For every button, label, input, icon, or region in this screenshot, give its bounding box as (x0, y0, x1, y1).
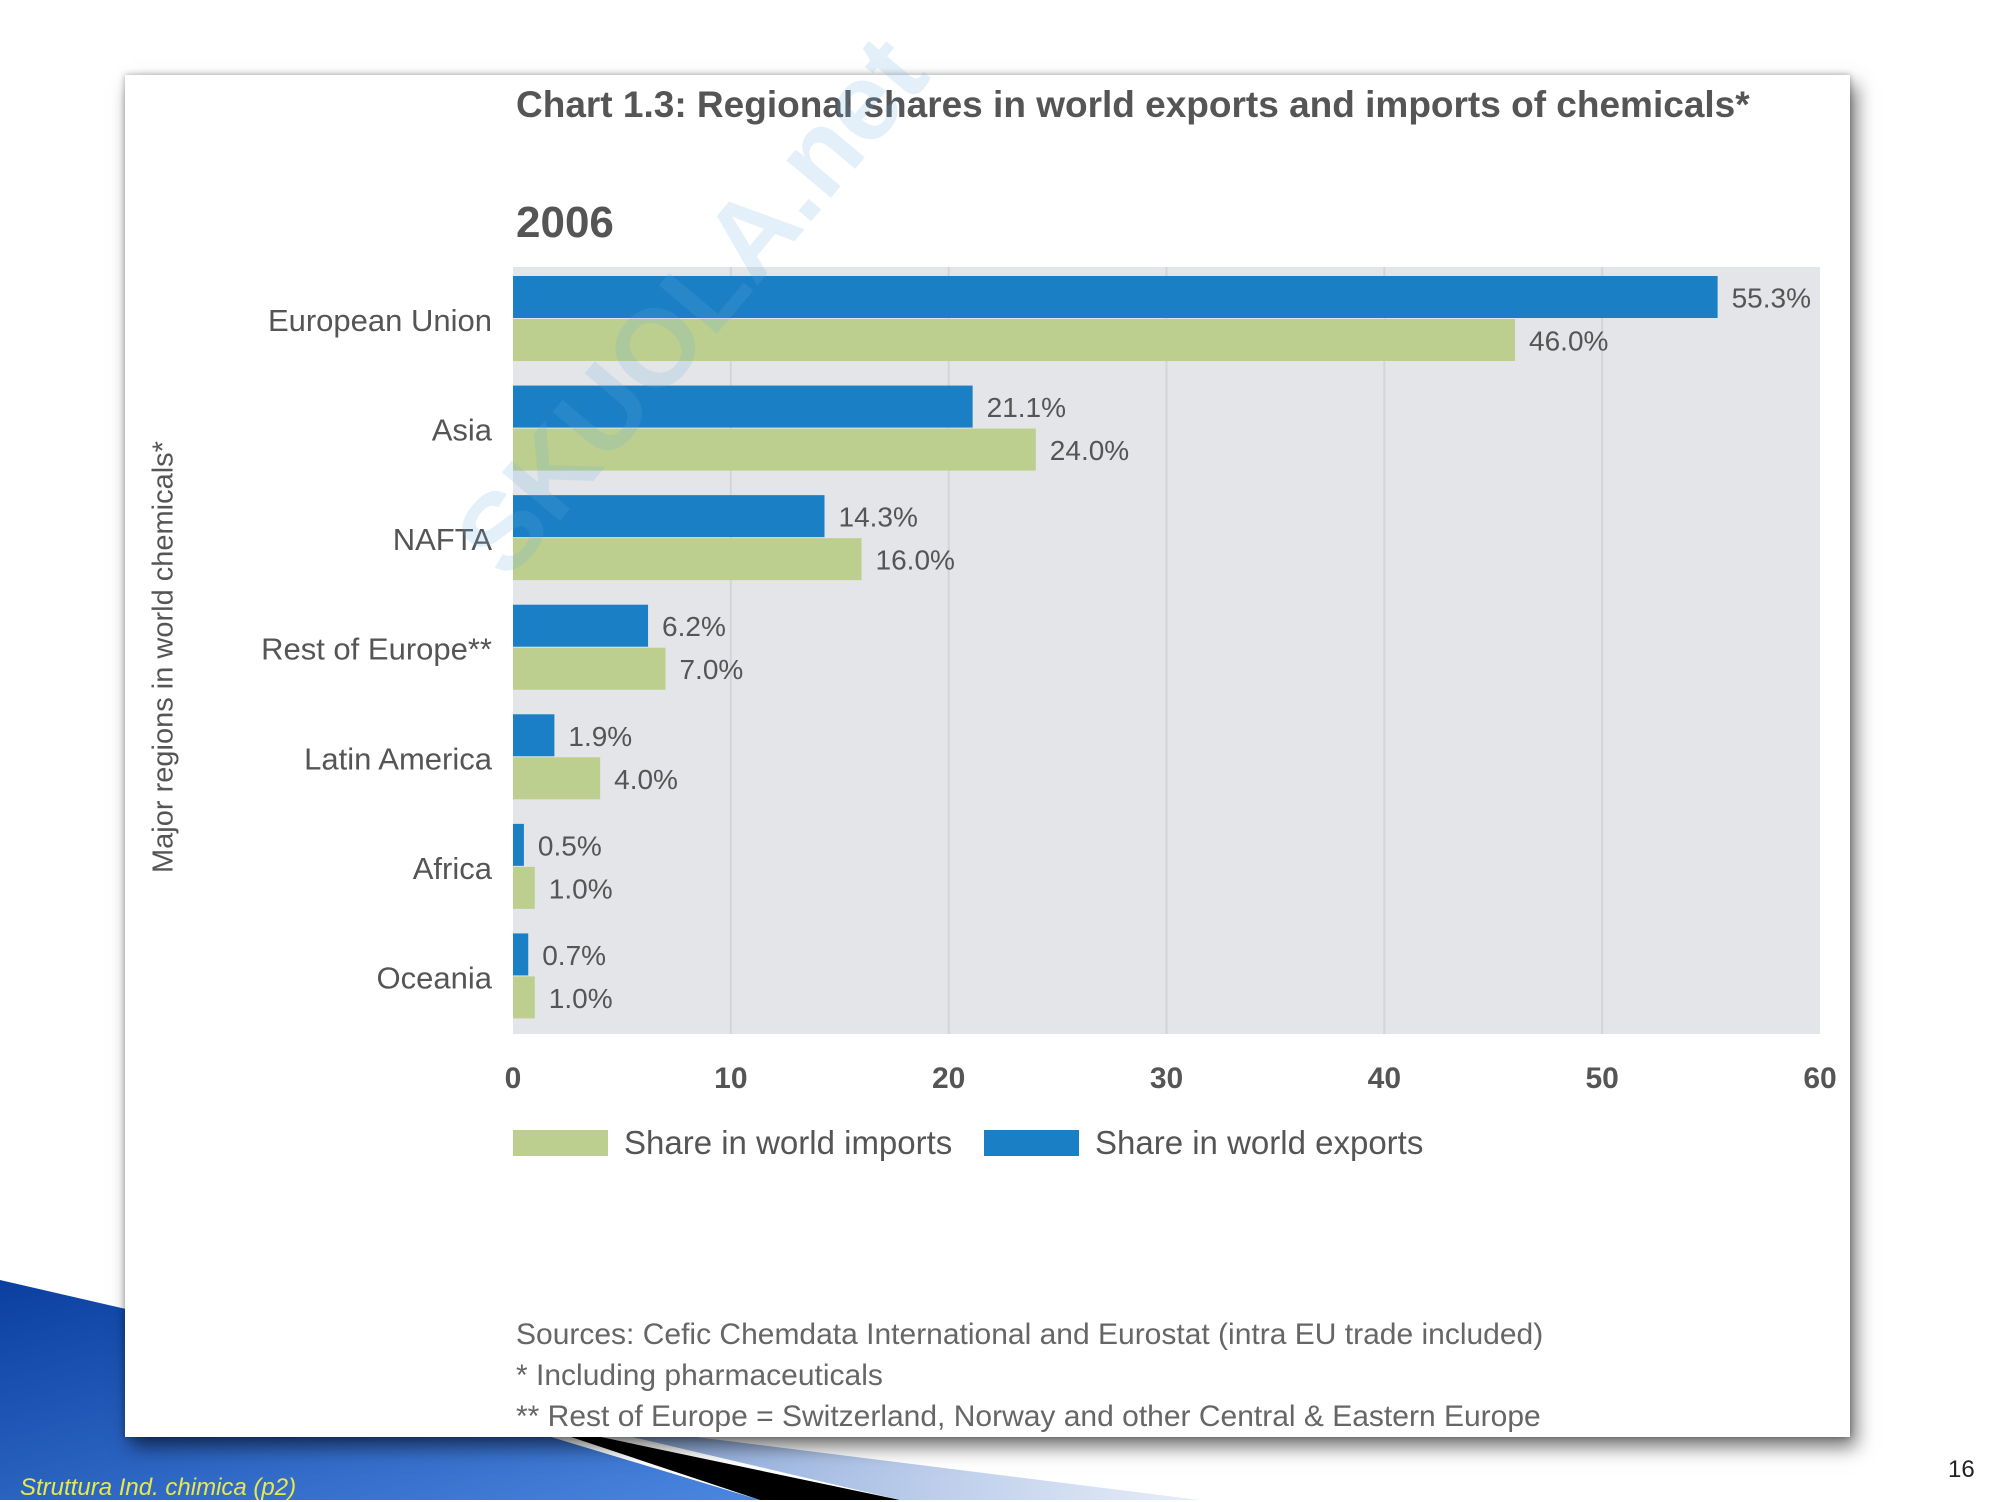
data-label: 46.0% (1529, 326, 1608, 357)
bar-exports (513, 933, 529, 976)
x-tick-label: 30 (1150, 1062, 1183, 1095)
x-tick-label: 60 (1803, 1062, 1836, 1095)
data-label: 7.0% (679, 654, 743, 685)
page-number: 16 (1948, 1456, 1975, 1483)
chart-title: Chart 1.3: Regional shares in world expo… (516, 84, 1750, 125)
x-tick-label: 40 (1368, 1062, 1401, 1095)
legend-item-imports: Share in world imports (513, 1124, 952, 1162)
category-label: European Union (268, 303, 492, 338)
data-label: 0.5% (538, 830, 602, 861)
x-tick-label: 50 (1585, 1062, 1618, 1095)
bar-exports (513, 823, 524, 866)
legend-label: Share in world imports (624, 1124, 953, 1161)
legend-swatch-imports (513, 1130, 608, 1156)
data-label: 4.0% (614, 764, 678, 795)
light-wedge-shape (560, 1420, 1200, 1500)
legend-swatch-exports (984, 1130, 1079, 1156)
footnote-pharma: * Including pharmaceuticals (516, 1359, 883, 1392)
slide-footer: Struttura Ind. chimica (p2) (20, 1474, 297, 1501)
legend-label: Share in world exports (1095, 1124, 1424, 1161)
data-label: 1.0% (549, 983, 613, 1014)
data-label: 16.0% (876, 545, 955, 576)
category-label: Africa (413, 851, 493, 886)
data-label: 1.9% (568, 721, 632, 752)
data-label: 0.7% (542, 940, 606, 971)
bar-imports (513, 866, 535, 909)
category-label: Latin America (304, 741, 493, 776)
data-label: 6.2% (662, 611, 726, 642)
category-label: NAFTA (393, 522, 493, 557)
bar-exports (513, 495, 825, 538)
category-label: Oceania (377, 960, 493, 995)
bar-imports (513, 319, 1516, 361)
category-label: Asia (432, 413, 493, 448)
footnote-rest-of-europe: ** Rest of Europe = Switzerland, Norway … (516, 1400, 1541, 1433)
bar-exports (513, 385, 973, 428)
data-label: 21.1% (987, 392, 1066, 423)
legend-item-exports: Share in world exports (984, 1124, 1423, 1162)
black-wedge-shape (520, 1420, 900, 1500)
bar-imports (513, 757, 601, 800)
bar-imports (513, 647, 666, 690)
chart-subtitle: 2006 (516, 198, 614, 247)
x-tick-label: 20 (932, 1062, 965, 1095)
bar-imports (513, 538, 862, 581)
bar-imports (513, 976, 535, 1019)
category-label: Rest of Europe** (261, 632, 492, 667)
data-label: 55.3% (1732, 283, 1811, 314)
source-note: Sources: Cefic Chemdata International an… (516, 1318, 1544, 1351)
data-label: 24.0% (1050, 435, 1129, 466)
bar-exports (513, 714, 555, 757)
data-label: 14.3% (839, 502, 918, 533)
data-label: 1.0% (549, 873, 613, 904)
x-tick-label: 0 (505, 1062, 522, 1095)
bar-imports (513, 428, 1036, 471)
x-tick-label: 10 (714, 1062, 747, 1095)
bar-exports (513, 276, 1718, 318)
bar-exports (513, 604, 649, 647)
